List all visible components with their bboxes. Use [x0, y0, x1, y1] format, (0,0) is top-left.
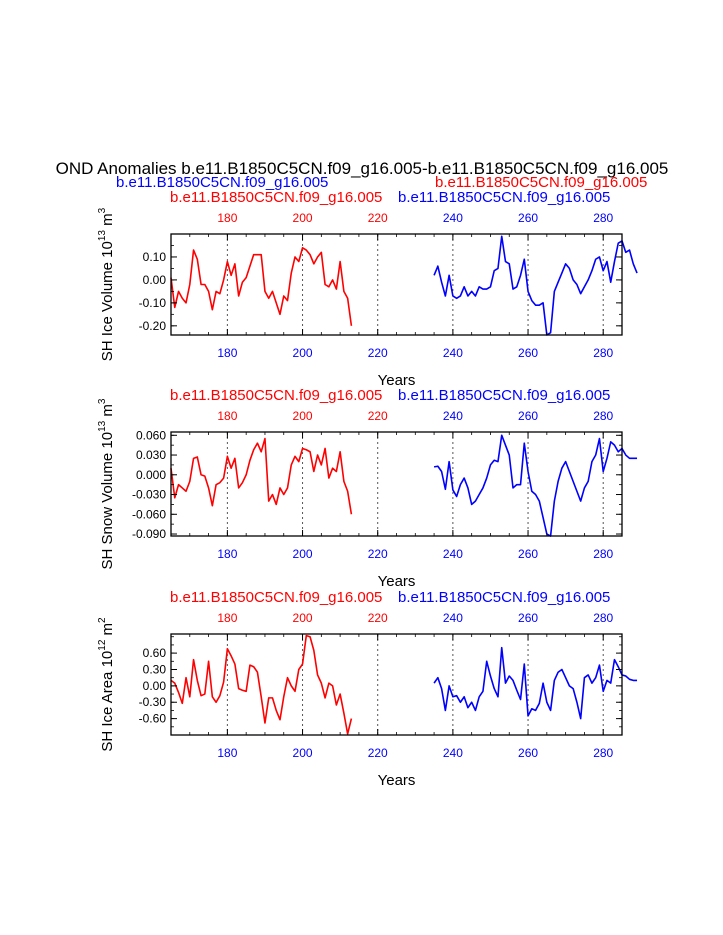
subtitle-red: b.e11.B1850C5CN.f09_g16.005 [435, 174, 647, 191]
x-tick-label-top: 240 [443, 611, 463, 625]
series-line-red [170, 437, 353, 515]
x-tick-label-bottom: 260 [518, 746, 538, 760]
y-axis-title-ylabel-main: SH Ice Area 10 [99, 651, 116, 752]
top-run-label-red: b.e11.B1850C5CN.f09_g16.005 [170, 189, 382, 206]
y-axis-title-ylabel-exp: 13 [97, 230, 108, 242]
subtitle-blue: b.e11.B1850C5CN.f09_g16.005 [116, 174, 328, 191]
y-tick-label: 0.30 [143, 662, 167, 676]
y-axis-title-ylabel-unit-exp: 2 [97, 617, 108, 623]
top-run-label-blue: b.e11.B1850C5CN.f09_g16.005 [398, 189, 610, 206]
chart-panel-1: -0.20 -0.10 0.00 0.10 180 180 200 200 220 220 240 2… [97, 189, 638, 389]
x-tick-label-top: 220 [368, 211, 388, 225]
x-tick-label-bottom: 180 [217, 346, 237, 360]
y-axis-title-ylabel-exp: 12 [97, 639, 108, 651]
y-tick-label: 0.000 [136, 468, 166, 482]
x-tick-label-bottom: 220 [368, 346, 388, 360]
y-axis-title-ylabel-unit: m [99, 623, 116, 640]
x-tick-label-top: 180 [217, 611, 237, 625]
series-line-blue [433, 235, 638, 336]
series-line-red [170, 634, 353, 735]
x-tick-label-top: 240 [443, 409, 463, 423]
y-tick-label: 0.030 [136, 448, 166, 462]
y-tick-label: -0.060 [132, 507, 166, 521]
series-line-blue [433, 646, 638, 720]
y-tick-label: 0.10 [143, 250, 167, 264]
series-line-red [170, 246, 353, 326]
x-tick-label-bottom: 180 [217, 547, 237, 561]
y-tick-label: -0.10 [139, 296, 167, 310]
y-axis-title-ylabel-main: SH Ice Volume 10 [99, 241, 116, 361]
chart-panel-2: -0.090 -0.060 -0.030 0.000 0.030 0.060 180 180 2… [97, 387, 638, 590]
x-tick-label-bottom: 240 [443, 547, 463, 561]
y-axis-title-ylabel-exp: 13 [97, 420, 108, 432]
y-tick-label: -0.60 [139, 712, 167, 726]
x-tick-label-top: 200 [293, 211, 313, 225]
x-tick-label-bottom: 200 [293, 746, 313, 760]
y-axis-title: SH Ice Volume 1013 m3 [97, 207, 116, 361]
x-tick-label-top: 260 [518, 211, 538, 225]
x-tick-label-bottom: 240 [443, 746, 463, 760]
x-tick-label-top: 220 [368, 409, 388, 423]
y-axis-title: SH Ice Area 1012 m2 [97, 617, 116, 752]
x-axis-title: Years [378, 372, 416, 389]
top-run-label-red: b.e11.B1850C5CN.f09_g16.005 [170, 387, 382, 404]
x-tick-label-bottom: 180 [217, 746, 237, 760]
top-run-label-blue: b.e11.B1850C5CN.f09_g16.005 [398, 387, 610, 404]
x-tick-label-top: 280 [593, 611, 613, 625]
x-tick-label-top: 280 [593, 409, 613, 423]
x-tick-label-top: 200 [293, 409, 313, 423]
plot-frame [170, 233, 623, 336]
x-axis-title: Years [378, 772, 416, 789]
y-tick-label: 0.00 [143, 273, 167, 287]
top-run-label-red: b.e11.B1850C5CN.f09_g16.005 [170, 589, 382, 606]
chart-panel-3: -0.60 -0.30 0.00 0.30 0.60 180 180 200 200 220 220… [97, 589, 638, 789]
x-tick-label-bottom: 280 [593, 346, 613, 360]
y-axis-title-ylabel-main: SH Snow Volume 10 [99, 432, 116, 570]
x-tick-label-top: 240 [443, 211, 463, 225]
x-tick-label-bottom: 200 [293, 346, 313, 360]
y-axis-title-ylabel-unit: m [99, 213, 116, 230]
y-tick-label: 0.00 [143, 679, 167, 693]
y-axis-title: SH Snow Volume 1013 m3 [97, 398, 116, 569]
x-tick-label-top: 260 [518, 409, 538, 423]
x-tick-label-top: 260 [518, 611, 538, 625]
x-tick-label-bottom: 260 [518, 346, 538, 360]
x-tick-label-bottom: 220 [368, 547, 388, 561]
x-tick-label-bottom: 200 [293, 547, 313, 561]
y-tick-label: 0.060 [136, 428, 166, 442]
y-tick-label: -0.20 [139, 319, 167, 333]
main-title: OND Anomalies b.e11.B1850C5CN.f09_g16.00… [56, 159, 669, 178]
y-tick-label: -0.090 [132, 527, 166, 541]
series-line-blue [433, 434, 638, 537]
x-tick-label-top: 280 [593, 211, 613, 225]
x-tick-label-top: 200 [293, 611, 313, 625]
x-tick-label-bottom: 280 [593, 746, 613, 760]
x-tick-label-top: 220 [368, 611, 388, 625]
y-axis-title-ylabel-unit: m [99, 404, 116, 421]
top-run-label-blue: b.e11.B1850C5CN.f09_g16.005 [398, 589, 610, 606]
y-axis-title-ylabel-unit-exp: 3 [97, 207, 108, 213]
y-tick-label: -0.030 [132, 488, 166, 502]
y-tick-label: 0.60 [143, 646, 167, 660]
x-tick-label-top: 180 [217, 409, 237, 423]
y-axis-title-ylabel-unit-exp: 3 [97, 398, 108, 404]
x-tick-label-bottom: 280 [593, 547, 613, 561]
x-tick-label-bottom: 220 [368, 746, 388, 760]
x-tick-label-bottom: 260 [518, 547, 538, 561]
x-axis-title: Years [378, 573, 416, 590]
x-tick-label-bottom: 240 [443, 346, 463, 360]
x-tick-label-top: 180 [217, 211, 237, 225]
y-tick-label: -0.30 [139, 695, 167, 709]
